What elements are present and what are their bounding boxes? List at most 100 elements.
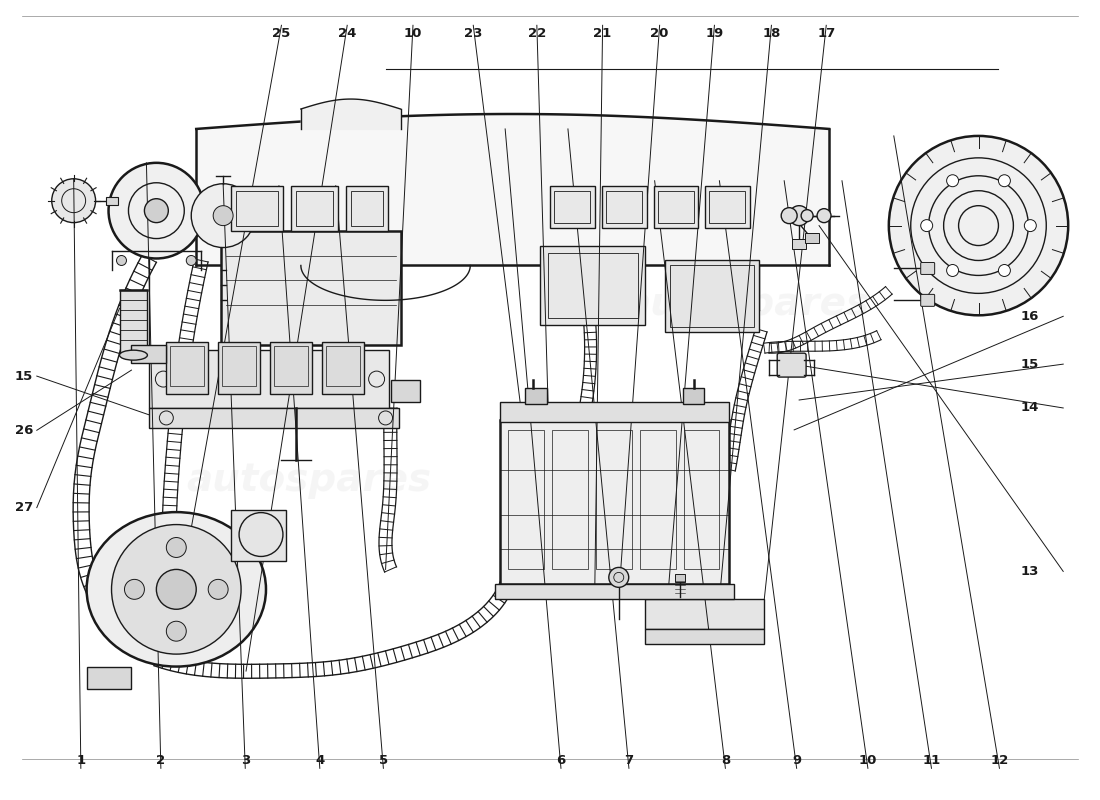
- Ellipse shape: [120, 350, 147, 360]
- Bar: [658, 190, 693, 222]
- Text: autospares: autospares: [625, 286, 870, 323]
- Text: autospares: autospares: [186, 461, 431, 498]
- Bar: [322, 342, 364, 394]
- Circle shape: [999, 265, 1011, 277]
- Bar: [132, 345, 166, 363]
- Text: 14: 14: [1021, 402, 1040, 414]
- Circle shape: [921, 220, 933, 231]
- Bar: [222, 346, 256, 386]
- Text: 23: 23: [464, 26, 483, 40]
- Circle shape: [124, 579, 144, 599]
- Circle shape: [191, 184, 255, 247]
- Bar: [645, 630, 764, 644]
- Bar: [274, 346, 308, 386]
- Bar: [270, 342, 311, 394]
- Bar: [495, 584, 735, 599]
- Text: 17: 17: [817, 26, 835, 40]
- Bar: [508, 430, 544, 570]
- Bar: [606, 190, 641, 222]
- Circle shape: [947, 265, 958, 277]
- Text: 5: 5: [378, 754, 388, 767]
- Bar: [602, 186, 647, 228]
- Bar: [326, 346, 360, 386]
- Text: 26: 26: [14, 424, 33, 437]
- Bar: [221, 230, 400, 345]
- Circle shape: [156, 570, 196, 610]
- Text: 4: 4: [316, 754, 324, 767]
- Bar: [596, 430, 631, 570]
- Text: 19: 19: [705, 26, 724, 40]
- Bar: [290, 186, 338, 230]
- Circle shape: [109, 163, 205, 258]
- Bar: [670, 266, 755, 327]
- FancyBboxPatch shape: [778, 353, 806, 377]
- Bar: [500, 420, 729, 584]
- Bar: [683, 430, 719, 570]
- Bar: [236, 190, 278, 226]
- Circle shape: [117, 255, 126, 266]
- Bar: [640, 430, 675, 570]
- Text: 12: 12: [990, 754, 1009, 767]
- Bar: [166, 342, 208, 394]
- Text: 8: 8: [720, 754, 730, 767]
- Circle shape: [817, 209, 830, 222]
- FancyBboxPatch shape: [921, 294, 935, 306]
- Bar: [653, 186, 698, 228]
- Text: 16: 16: [1021, 310, 1040, 322]
- Text: 21: 21: [594, 26, 612, 40]
- Circle shape: [213, 206, 233, 226]
- Circle shape: [166, 622, 186, 641]
- Bar: [231, 186, 283, 230]
- Text: 9: 9: [792, 754, 801, 767]
- Text: 20: 20: [650, 26, 669, 40]
- Bar: [525, 388, 547, 404]
- Text: 6: 6: [557, 754, 565, 767]
- Circle shape: [781, 208, 798, 224]
- Bar: [218, 342, 260, 394]
- Bar: [805, 233, 820, 242]
- FancyBboxPatch shape: [921, 262, 935, 274]
- Bar: [550, 186, 595, 228]
- Circle shape: [947, 174, 958, 186]
- Bar: [705, 186, 750, 228]
- Text: 11: 11: [922, 754, 940, 767]
- Bar: [792, 238, 806, 249]
- Circle shape: [208, 579, 228, 599]
- Bar: [552, 430, 587, 570]
- Bar: [296, 190, 333, 226]
- Text: 24: 24: [338, 26, 356, 40]
- Bar: [664, 261, 759, 332]
- Text: 13: 13: [1021, 565, 1040, 578]
- Text: 2: 2: [156, 754, 165, 767]
- Circle shape: [789, 206, 810, 226]
- Circle shape: [166, 538, 186, 558]
- Circle shape: [999, 174, 1011, 186]
- Bar: [710, 190, 746, 222]
- Text: 10: 10: [404, 26, 422, 40]
- Bar: [120, 290, 147, 355]
- Bar: [106, 197, 118, 205]
- Bar: [540, 246, 645, 326]
- Text: 18: 18: [762, 26, 781, 40]
- Bar: [554, 190, 590, 222]
- Bar: [390, 380, 420, 402]
- Ellipse shape: [87, 512, 266, 666]
- Bar: [231, 510, 286, 562]
- Bar: [548, 253, 638, 318]
- Circle shape: [889, 136, 1068, 315]
- Text: 27: 27: [14, 501, 33, 514]
- Text: 3: 3: [241, 754, 250, 767]
- Text: 15: 15: [14, 370, 33, 382]
- Bar: [345, 186, 387, 230]
- Bar: [170, 346, 205, 386]
- Text: 15: 15: [1021, 358, 1040, 370]
- Text: 1: 1: [76, 754, 86, 767]
- Bar: [682, 388, 704, 404]
- Circle shape: [186, 255, 196, 266]
- Text: 7: 7: [625, 754, 634, 767]
- Circle shape: [1024, 220, 1036, 231]
- Circle shape: [52, 178, 96, 222]
- Circle shape: [608, 567, 629, 587]
- Bar: [674, 574, 684, 582]
- Text: 22: 22: [528, 26, 546, 40]
